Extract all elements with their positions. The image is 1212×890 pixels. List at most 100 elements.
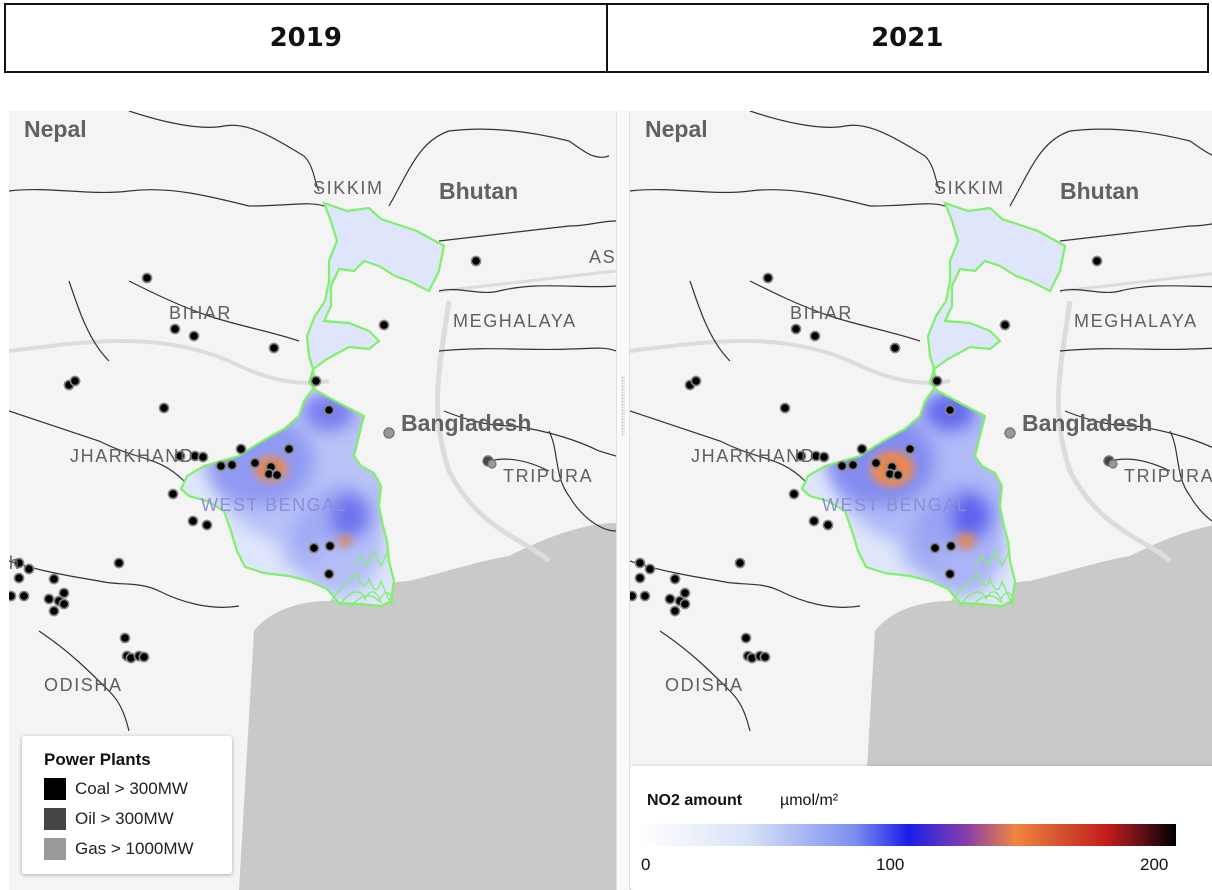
bangladesh-label: Bangladesh (401, 410, 532, 436)
coal-plant-marker (847, 459, 859, 471)
coal-plant-marker (13, 557, 25, 569)
gas-plant-marker (383, 427, 395, 439)
coal-plant-marker (119, 632, 131, 644)
coal-plant-marker (271, 469, 283, 481)
power-plant-markers (630, 255, 1118, 664)
legend-label: Coal > 300MW (75, 779, 188, 798)
no2-legend: NO2 amount µmol/m² 0 100 200 (630, 766, 1212, 890)
coal-plant-marker (630, 590, 638, 602)
coal-plant-marker (268, 342, 280, 354)
bihar-label: BIHAR (169, 303, 233, 323)
coal-plant-marker (999, 319, 1011, 331)
map-panel-2019[interactable]: Nepal SIKKIM Bhutan AS BIHAR MEGHALAYA Banglad… (9, 111, 616, 890)
coal-plant-marker (174, 450, 186, 462)
coal-plant-marker (870, 457, 882, 469)
coal-plant-marker (48, 605, 60, 617)
coal-plant-marker (13, 572, 25, 584)
coal-plant-marker (788, 488, 800, 500)
no2-legend-unit: µmol/m² (780, 792, 839, 809)
west-bengal-outline (800, 201, 1067, 608)
odisha-label: ODISHA (665, 675, 744, 695)
coal-plant-marker (470, 255, 482, 267)
coal-plant-marker (113, 557, 125, 569)
no2-color-ramp (641, 824, 1176, 846)
coal-plant-marker (141, 272, 153, 284)
coal-plant-marker (931, 375, 943, 387)
bhutan-label: Bhutan (1060, 178, 1140, 204)
power-plants-legend-title: Power Plants (44, 750, 151, 769)
coal-plant-marker (69, 375, 81, 387)
coal-plant-marker (58, 598, 70, 610)
coal-plant-marker (169, 323, 181, 335)
coal-plant-marker (664, 593, 676, 605)
divider-grip-icon[interactable] (621, 376, 625, 436)
legend-label: Oil > 300MW (75, 809, 174, 828)
no2-legend-tick: 0 (641, 855, 651, 874)
borders (630, 111, 1212, 732)
power-plants-legend-item: Coal > 300MW (44, 778, 188, 800)
coal-plant-marker (679, 587, 691, 599)
coal-plant-marker (378, 319, 390, 331)
coal-plant-marker (23, 563, 35, 575)
coal-plant-marker (158, 402, 170, 414)
legend-swatch (44, 838, 66, 860)
river (434, 300, 551, 563)
bihar-label: BIHAR (790, 303, 854, 323)
river (1059, 272, 1212, 293)
power-plants-legend-item: Oil > 300MW (44, 808, 174, 830)
legend-swatch (44, 808, 66, 830)
coal-plant-marker (904, 443, 916, 455)
coal-plant-marker (679, 598, 691, 610)
coal-plant-marker (43, 593, 55, 605)
sikkim-label: SIKKIM (313, 178, 384, 198)
coal-plant-marker (808, 515, 820, 527)
power-plant-markers (9, 255, 497, 664)
split-view-divider[interactable] (616, 111, 630, 890)
coal-plant-marker (669, 573, 681, 585)
coal-plant-marker (892, 469, 904, 481)
sikkim-label: SIKKIM (934, 178, 1005, 198)
coal-plant-marker (809, 330, 821, 342)
coal-plant-marker (734, 557, 746, 569)
west-bengal-label: WEST BENGAL (822, 495, 969, 515)
no2-legend-title: NO2 amount (647, 792, 743, 809)
coal-plant-marker (48, 573, 60, 585)
coal-plant-marker (644, 563, 656, 575)
coal-plant-marker (310, 375, 322, 387)
coal-plant-marker (740, 632, 752, 644)
coal-plant-marker (690, 375, 702, 387)
river (438, 269, 616, 293)
river (1055, 300, 1172, 563)
year-header: 2019 2021 (4, 3, 1209, 73)
coal-plant-marker (226, 459, 238, 471)
no2-legend-tick: 100 (876, 855, 905, 874)
meghalaya-label: MEGHALAYA (1074, 311, 1198, 331)
coal-plant-marker (790, 323, 802, 335)
map-panel-2021[interactable]: NepalSIKKIMBhutanABIHARMEGHALAYABanglade… (630, 111, 1212, 890)
coal-plant-marker (201, 519, 213, 531)
bhutan-label: Bhutan (439, 178, 519, 204)
west-bengal-outline (179, 201, 446, 608)
year-2021-heading: 2021 (605, 5, 1208, 71)
coal-plant-marker (323, 568, 335, 580)
legend-swatch (44, 778, 66, 800)
meghalaya-label: MEGHALAYA (453, 311, 577, 331)
coal-plant-marker (323, 404, 335, 416)
bay-of-bengal-water (239, 523, 616, 890)
coal-plant-marker (795, 450, 807, 462)
coal-plant-marker (9, 590, 17, 602)
gas-plant-marker (487, 459, 497, 469)
tripura-label: TRIPURA (1124, 466, 1212, 486)
bangladesh-label: Bangladesh (1022, 410, 1153, 436)
coal-plant-marker (58, 587, 70, 599)
borders (9, 111, 616, 732)
coal-plant-marker (945, 540, 957, 552)
map-edge-label: h (9, 553, 21, 573)
power-plants-legend: Power Plants Coal > 300MW Oil > 300MW Gas >… (22, 736, 232, 874)
odisha-label: ODISHA (44, 675, 123, 695)
coal-plant-marker (18, 590, 30, 602)
jharkhand-label: JHARKHAND (70, 446, 195, 466)
nepal-label: Nepal (645, 116, 708, 142)
coal-plant-marker (167, 488, 179, 500)
coal-plant-marker (187, 515, 199, 527)
